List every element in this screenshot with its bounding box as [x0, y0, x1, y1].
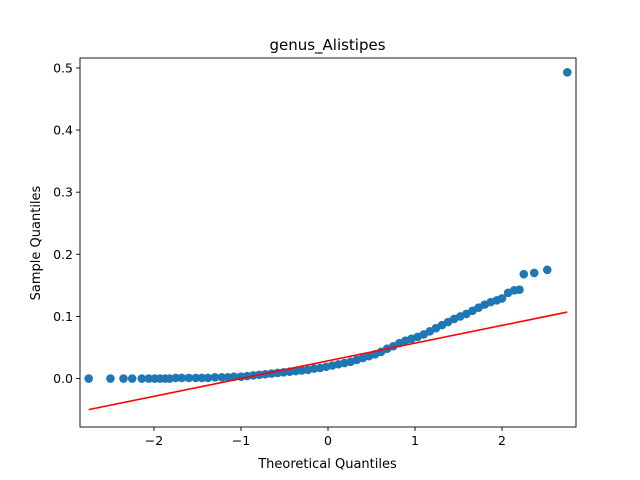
- data-point-68: [529, 268, 539, 278]
- data-point-4: [137, 374, 147, 383]
- y-tick-label-0: 0.0: [53, 371, 73, 386]
- plot-frame: [79, 57, 577, 428]
- data-point-14: [197, 373, 207, 383]
- data-point-11: [177, 373, 187, 383]
- x-tick-label-4: 2: [498, 433, 506, 448]
- y-tick-label-1: 0.1: [53, 309, 73, 324]
- data-point-17: [217, 373, 227, 382]
- data-point-16: [210, 373, 220, 382]
- x-tick-label-0: −2: [145, 433, 163, 448]
- y-tick-label-3: 0.3: [53, 185, 73, 200]
- data-point-15: [203, 373, 213, 383]
- data-point-67: [519, 269, 529, 279]
- chart-title: genus_Alistipes: [269, 36, 385, 55]
- data-point-63: [497, 294, 507, 303]
- data-point-12: [184, 373, 194, 383]
- data-point-2: [119, 374, 128, 383]
- data-point-13: [191, 373, 201, 383]
- x-axis: −2 −1 0 1 2: [145, 427, 506, 448]
- data-point-5: [144, 374, 154, 383]
- data-point-66: [515, 285, 524, 295]
- data-point-0: [84, 374, 94, 383]
- y-tick-label-5: 0.5: [53, 60, 73, 75]
- x-axis-label: Theoretical Quantiles: [257, 457, 397, 472]
- data-point-69: [542, 265, 552, 275]
- x-tick-label-2: 0: [324, 433, 332, 448]
- y-axis: 0.0 0.1 0.2 0.3 0.4 0.5: [53, 60, 80, 386]
- data-point-10: [171, 373, 181, 383]
- y-tick-label-4: 0.4: [53, 123, 73, 138]
- x-tick-label-1: −1: [232, 433, 250, 448]
- data-points: [84, 67, 572, 383]
- data-point-3: [127, 374, 137, 383]
- data-point-70: [562, 67, 572, 77]
- y-tick-label-2: 0.2: [53, 247, 73, 262]
- x-tick-label-3: 1: [411, 433, 419, 448]
- reference-line: [88, 311, 568, 411]
- data-point-1: [106, 374, 115, 383]
- y-axis-label: Sample Quantiles: [29, 185, 44, 300]
